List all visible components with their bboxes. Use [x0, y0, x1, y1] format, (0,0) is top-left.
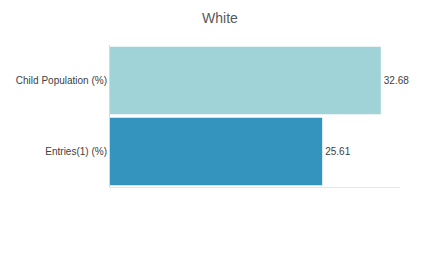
svg-text:Child Population (%): Child Population (%) [16, 75, 107, 86]
svg-text:25.61: 25.61 [325, 146, 350, 157]
svg-text:White: White [202, 10, 238, 26]
svg-text:Entries(1) (%): Entries(1) (%) [45, 146, 107, 157]
svg-text:32.68: 32.68 [384, 75, 409, 86]
